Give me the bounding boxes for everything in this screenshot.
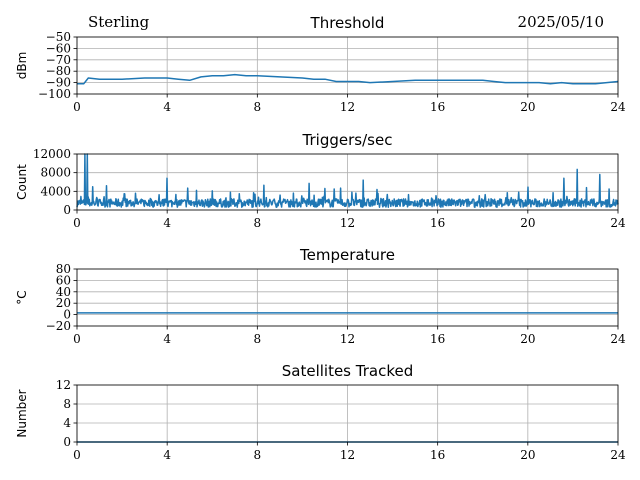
chart-panel-1: 0 4 8 12 16 20 24 −100−90−80−70−60−50 Threshold d… xyxy=(15,14,626,114)
y-tick-label: −60 xyxy=(46,41,71,55)
x-tick-label: 24 xyxy=(610,448,626,462)
y-axis-label: Count xyxy=(15,164,29,200)
x-tick-label: 24 xyxy=(610,100,626,114)
station-label: Sterling xyxy=(88,13,150,31)
x-tick-label: 12 xyxy=(340,448,355,462)
x-tick-label: 20 xyxy=(520,216,535,230)
y-tick-label: −90 xyxy=(46,76,71,90)
y-axis-label: Number xyxy=(15,389,29,437)
chart-title: Temperature xyxy=(299,246,395,264)
x-tick-label: 0 xyxy=(73,448,81,462)
y-tick-label: 12000 xyxy=(33,147,71,161)
x-tick-label: 24 xyxy=(610,332,626,346)
x-tick-label: 4 xyxy=(163,448,171,462)
x-tick-label: 0 xyxy=(73,332,81,346)
x-tick-label: 16 xyxy=(430,332,445,346)
x-tick-label: 16 xyxy=(430,448,445,462)
y-tick-label: 0 xyxy=(63,435,71,449)
y-tick-label: −70 xyxy=(46,53,71,67)
y-axis-label: °C xyxy=(15,290,29,304)
chart-title: Threshold xyxy=(310,14,385,32)
x-tick-label: 4 xyxy=(163,216,171,230)
y-tick-label: 8000 xyxy=(40,166,71,180)
chart-panels: 0 4 8 12 16 20 24 −100−90−80−70−60−50 Threshold d… xyxy=(15,14,626,462)
y-tick-label: 12 xyxy=(56,378,71,392)
x-tick-label: 4 xyxy=(163,332,171,346)
date-label: 2025/05/10 xyxy=(518,13,604,31)
x-tick-label: 20 xyxy=(520,332,535,346)
x-tick-label: 8 xyxy=(254,100,262,114)
y-tick-label: −100 xyxy=(38,87,71,101)
chart-panel-4: 0 4 8 12 16 20 24 0 4 8 12 Satellites Tracked Number xyxy=(15,362,626,462)
x-tick-label: 12 xyxy=(340,216,355,230)
x-tick-label: 20 xyxy=(520,100,535,114)
x-tick-label: 8 xyxy=(254,448,262,462)
y-tick-label: 60 xyxy=(56,273,71,287)
y-tick-label: 40 xyxy=(56,285,71,299)
y-tick-label: 0 xyxy=(63,203,71,217)
y-tick-label: 80 xyxy=(56,262,71,276)
x-tick-label: 0 xyxy=(73,216,81,230)
y-tick-label: 0 xyxy=(63,308,71,322)
chart-title: Satellites Tracked xyxy=(282,362,413,380)
x-tick-label: 4 xyxy=(163,100,171,114)
x-tick-label: 16 xyxy=(430,216,445,230)
y-tick-label: −50 xyxy=(46,30,71,44)
y-tick-label: 4 xyxy=(63,416,71,430)
chart-title: Triggers/sec xyxy=(302,131,393,149)
x-tick-label: 8 xyxy=(254,216,262,230)
series-line xyxy=(77,73,619,85)
y-axis-label: dBm xyxy=(15,52,29,80)
y-tick-label: 20 xyxy=(56,296,71,310)
x-tick-label: 24 xyxy=(610,216,626,230)
x-tick-label: 12 xyxy=(340,332,355,346)
y-tick-label: −80 xyxy=(46,64,71,78)
x-tick-label: 0 xyxy=(73,100,81,114)
x-tick-label: 12 xyxy=(340,100,355,114)
x-tick-label: 8 xyxy=(254,332,262,346)
series-line xyxy=(76,153,619,208)
y-tick-label: −20 xyxy=(46,319,71,333)
chart-panel-2: 0 4 8 12 16 20 24 0 4000 8000 12000 Triggers/sec Cou… xyxy=(15,131,626,230)
y-tick-label: 8 xyxy=(63,397,71,411)
x-tick-label: 20 xyxy=(520,448,535,462)
y-tick-label: 4000 xyxy=(40,184,71,198)
x-tick-label: 16 xyxy=(430,100,445,114)
